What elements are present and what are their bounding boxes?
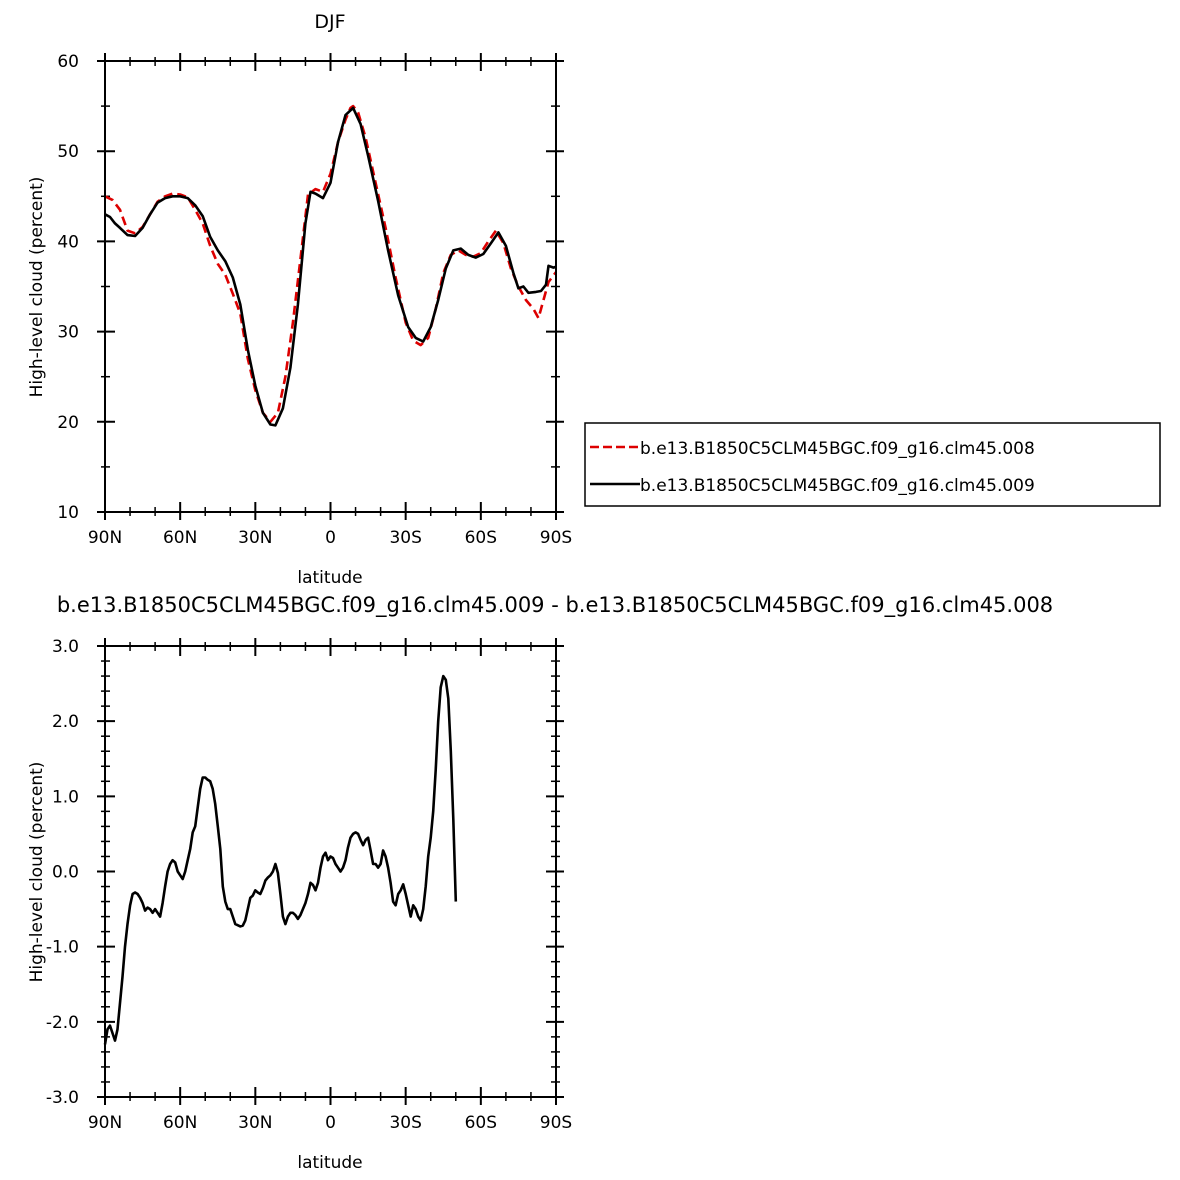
bottom-x-tick-label: 90N xyxy=(88,1113,122,1133)
top-chart-title: DJF xyxy=(314,11,345,33)
bottom-series-line-0 xyxy=(103,674,458,1045)
bottom-y-tick-label: 1.0 xyxy=(52,787,79,807)
bottom-y-tick-label: 2.0 xyxy=(52,712,79,732)
top-y-tick-label: 20 xyxy=(57,413,79,433)
bottom-chart-frame xyxy=(104,645,557,1098)
top-chart-legend: b.e13.B1850C5CLM45BGC.f09_g16.clm45.008 … xyxy=(584,422,1161,507)
top-chart-ticks xyxy=(97,53,564,520)
bottom-y-tick-label: -1.0 xyxy=(46,938,79,958)
top-series-line-1 xyxy=(104,106,557,427)
bottom-chart-title: b.e13.B1850C5CLM45BGC.f09_g16.clm45.009 … xyxy=(57,593,1053,618)
legend-label-009: b.e13.B1850C5CLM45BGC.f09_g16.clm45.009 xyxy=(640,476,1035,496)
top-x-tick-label: 30S xyxy=(389,528,421,548)
bottom-y-tick-label: -2.0 xyxy=(46,1013,79,1033)
bottom-chart-xlabel: latitude xyxy=(297,1153,362,1173)
legend-label-008: b.e13.B1850C5CLM45BGC.f09_g16.clm45.008 xyxy=(640,439,1035,459)
top-chart-frame xyxy=(104,60,557,513)
top-chart-series xyxy=(104,104,558,427)
top-y-tick-label: 50 xyxy=(57,142,79,162)
bottom-y-tick-label: -3.0 xyxy=(46,1088,79,1108)
top-x-tick-label: 30N xyxy=(238,528,272,548)
top-y-tick-label: 10 xyxy=(57,503,79,523)
top-chart-xlabel: latitude xyxy=(297,568,362,588)
top-y-tick-label: 30 xyxy=(57,323,79,343)
top-chart-y-tick-labels: 10 20 30 40 50 60 xyxy=(57,52,79,523)
top-chart-ylabel: High-level cloud (percent) xyxy=(27,177,47,398)
bottom-chart-ylabel: High-level cloud (percent) xyxy=(27,762,47,983)
top-x-tick-label: 90N xyxy=(88,528,122,548)
bottom-x-tick-label: 60S xyxy=(465,1113,497,1133)
top-x-tick-label: 60N xyxy=(163,528,197,548)
top-y-tick-label: 40 xyxy=(57,232,79,252)
top-x-tick-label: 60S xyxy=(465,528,497,548)
top-x-tick-label: 90S xyxy=(540,528,572,548)
bottom-x-tick-label: 90S xyxy=(540,1113,572,1133)
bottom-y-tick-label: 3.0 xyxy=(52,637,79,657)
bottom-x-tick-label: 60N xyxy=(163,1113,197,1133)
bottom-chart-y-tick-labels: -3.0 -2.0 -1.0 0.0 1.0 2.0 3.0 xyxy=(46,637,79,1108)
top-chart-x-tick-labels: 90N 60N 30N 0 30S 60S 90S xyxy=(88,528,572,548)
bottom-x-tick-label: 0 xyxy=(325,1113,336,1133)
bottom-x-tick-label: 30N xyxy=(238,1113,272,1133)
bottom-chart-x-tick-labels: 90N 60N 30N 0 30S 60S 90S xyxy=(88,1113,572,1133)
top-x-tick-label: 0 xyxy=(325,528,336,548)
top-y-tick-label: 60 xyxy=(57,52,79,72)
top-series-line-0 xyxy=(104,104,558,424)
bottom-y-tick-label: 0.0 xyxy=(52,863,79,883)
bottom-x-tick-label: 30S xyxy=(389,1113,421,1133)
bottom-chart-series xyxy=(103,674,458,1045)
